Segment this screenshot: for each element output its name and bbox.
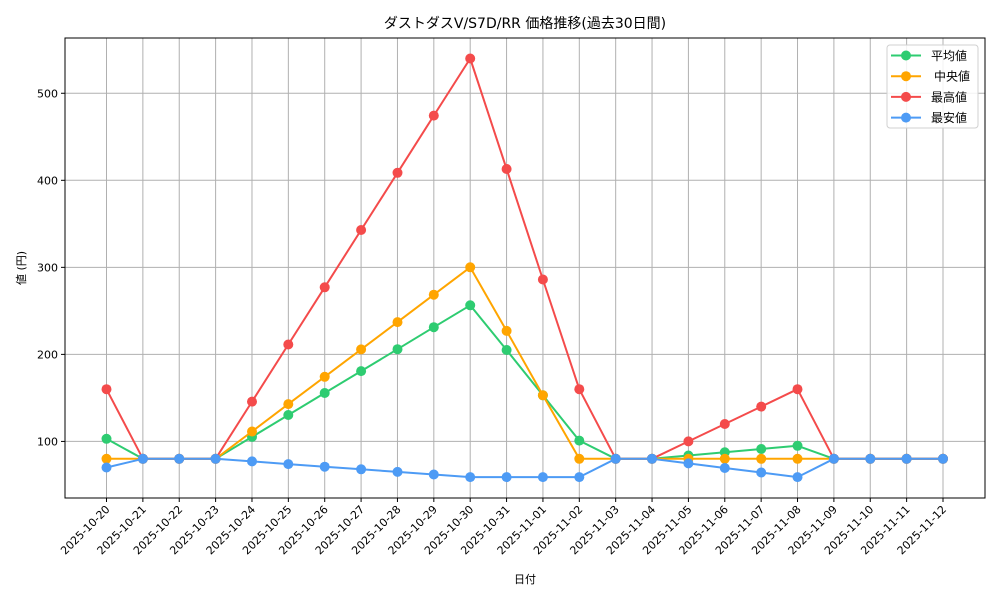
data-point-marker [247, 426, 257, 437]
series-line [106, 457, 943, 479]
legend-item-0: 平均値 [891, 48, 967, 63]
legend-item-3: 最安値 [891, 110, 967, 125]
data-point-marker [719, 453, 730, 464]
data-point-marker [501, 345, 512, 355]
data-point-marker [537, 274, 548, 285]
y-tick-label: 100 [37, 435, 58, 448]
data-point-marker [319, 371, 330, 382]
y-tick-label: 300 [37, 261, 58, 274]
data-point-marker [247, 396, 257, 407]
data-point-marker [392, 167, 403, 178]
y-axis: 100 200 300 400 500 [37, 87, 65, 448]
data-point-marker [428, 322, 439, 333]
gridlines [65, 38, 985, 498]
data-point-marker [392, 344, 403, 355]
data-point-marker [356, 225, 367, 235]
data-point-marker [537, 390, 548, 401]
data-point-marker [465, 300, 476, 311]
data-point-marker [465, 53, 476, 64]
data-point-marker [610, 453, 621, 464]
data-point-marker [319, 388, 330, 398]
legend-item-2: 最高値 [891, 89, 967, 104]
legend-label: 平均値 [931, 48, 967, 63]
y-axis-label: 値 (円) [15, 251, 28, 285]
series-line [106, 266, 943, 460]
plot-area-frame [64, 37, 986, 499]
data-point-marker [465, 472, 476, 483]
series-line [106, 304, 943, 460]
data-point-marker [428, 469, 439, 480]
data-point-marker [319, 282, 330, 293]
data-point-marker [210, 453, 221, 464]
data-point-marker [683, 458, 694, 469]
data-point-marker [901, 453, 912, 464]
data-point-marker [283, 459, 294, 470]
data-point-marker [501, 164, 512, 174]
legend-marker-icon [901, 112, 911, 123]
series-lines [101, 53, 948, 483]
data-point-marker [574, 472, 585, 483]
data-point-marker [428, 110, 439, 121]
legend-marker-icon [901, 91, 911, 102]
data-point-marker [101, 462, 112, 473]
data-point-marker [101, 453, 112, 464]
data-point-marker [574, 384, 585, 395]
series-2 [101, 53, 948, 464]
data-point-marker [792, 453, 803, 464]
y-tick-label: 500 [37, 87, 58, 100]
series-line [105, 57, 943, 460]
data-point-marker [647, 453, 657, 464]
data-point-marker [283, 410, 294, 420]
data-point-marker [283, 339, 294, 350]
legend-item-1: 中央値 [891, 69, 970, 84]
data-point-marker [319, 461, 330, 472]
data-point-marker [719, 463, 730, 473]
data-point-marker [865, 453, 876, 464]
data-point-marker [756, 444, 767, 454]
legend-label: 中央値 [934, 69, 970, 84]
data-point-marker [828, 453, 839, 464]
data-point-marker [465, 262, 476, 273]
legend-label: 最安値 [931, 110, 967, 125]
series-3 [101, 453, 948, 483]
data-point-marker [283, 399, 294, 410]
y-tick-label: 400 [37, 174, 58, 187]
legend-box [886, 44, 979, 129]
data-point-marker [356, 464, 367, 475]
data-point-marker [719, 419, 730, 429]
x-axis-label: 日付 [514, 573, 536, 586]
data-point-marker [356, 344, 367, 355]
data-point-marker [574, 453, 585, 464]
x-axis: 2025-10-202025-10-212025-10-222025-10-23… [58, 498, 949, 557]
data-point-marker [756, 401, 767, 412]
data-point-marker [792, 384, 803, 395]
chart-title: ダストダスV/S7D/RR 価格推移(過去30日間) [384, 16, 666, 32]
data-point-marker [501, 325, 512, 336]
data-point-marker [392, 317, 403, 328]
legend-label: 最高値 [931, 89, 967, 104]
data-point-marker [101, 433, 112, 444]
data-point-marker [174, 453, 185, 464]
legend-marker-icon [901, 71, 911, 82]
data-point-marker [938, 453, 948, 464]
data-point-marker [501, 472, 512, 483]
data-point-marker [137, 453, 148, 464]
data-point-marker [101, 384, 112, 395]
data-point-marker [683, 436, 694, 447]
y-tick-label: 200 [37, 348, 58, 361]
data-point-marker [428, 289, 439, 300]
data-point-marker [756, 453, 767, 464]
data-point-marker [792, 440, 803, 451]
data-point-marker [574, 435, 585, 446]
data-point-marker [792, 472, 803, 483]
data-point-marker [392, 466, 403, 477]
data-point-marker [247, 456, 257, 467]
data-point-marker [356, 366, 367, 377]
data-point-marker [756, 467, 767, 478]
legend-marker-icon [901, 50, 911, 61]
data-point-marker [537, 472, 548, 483]
